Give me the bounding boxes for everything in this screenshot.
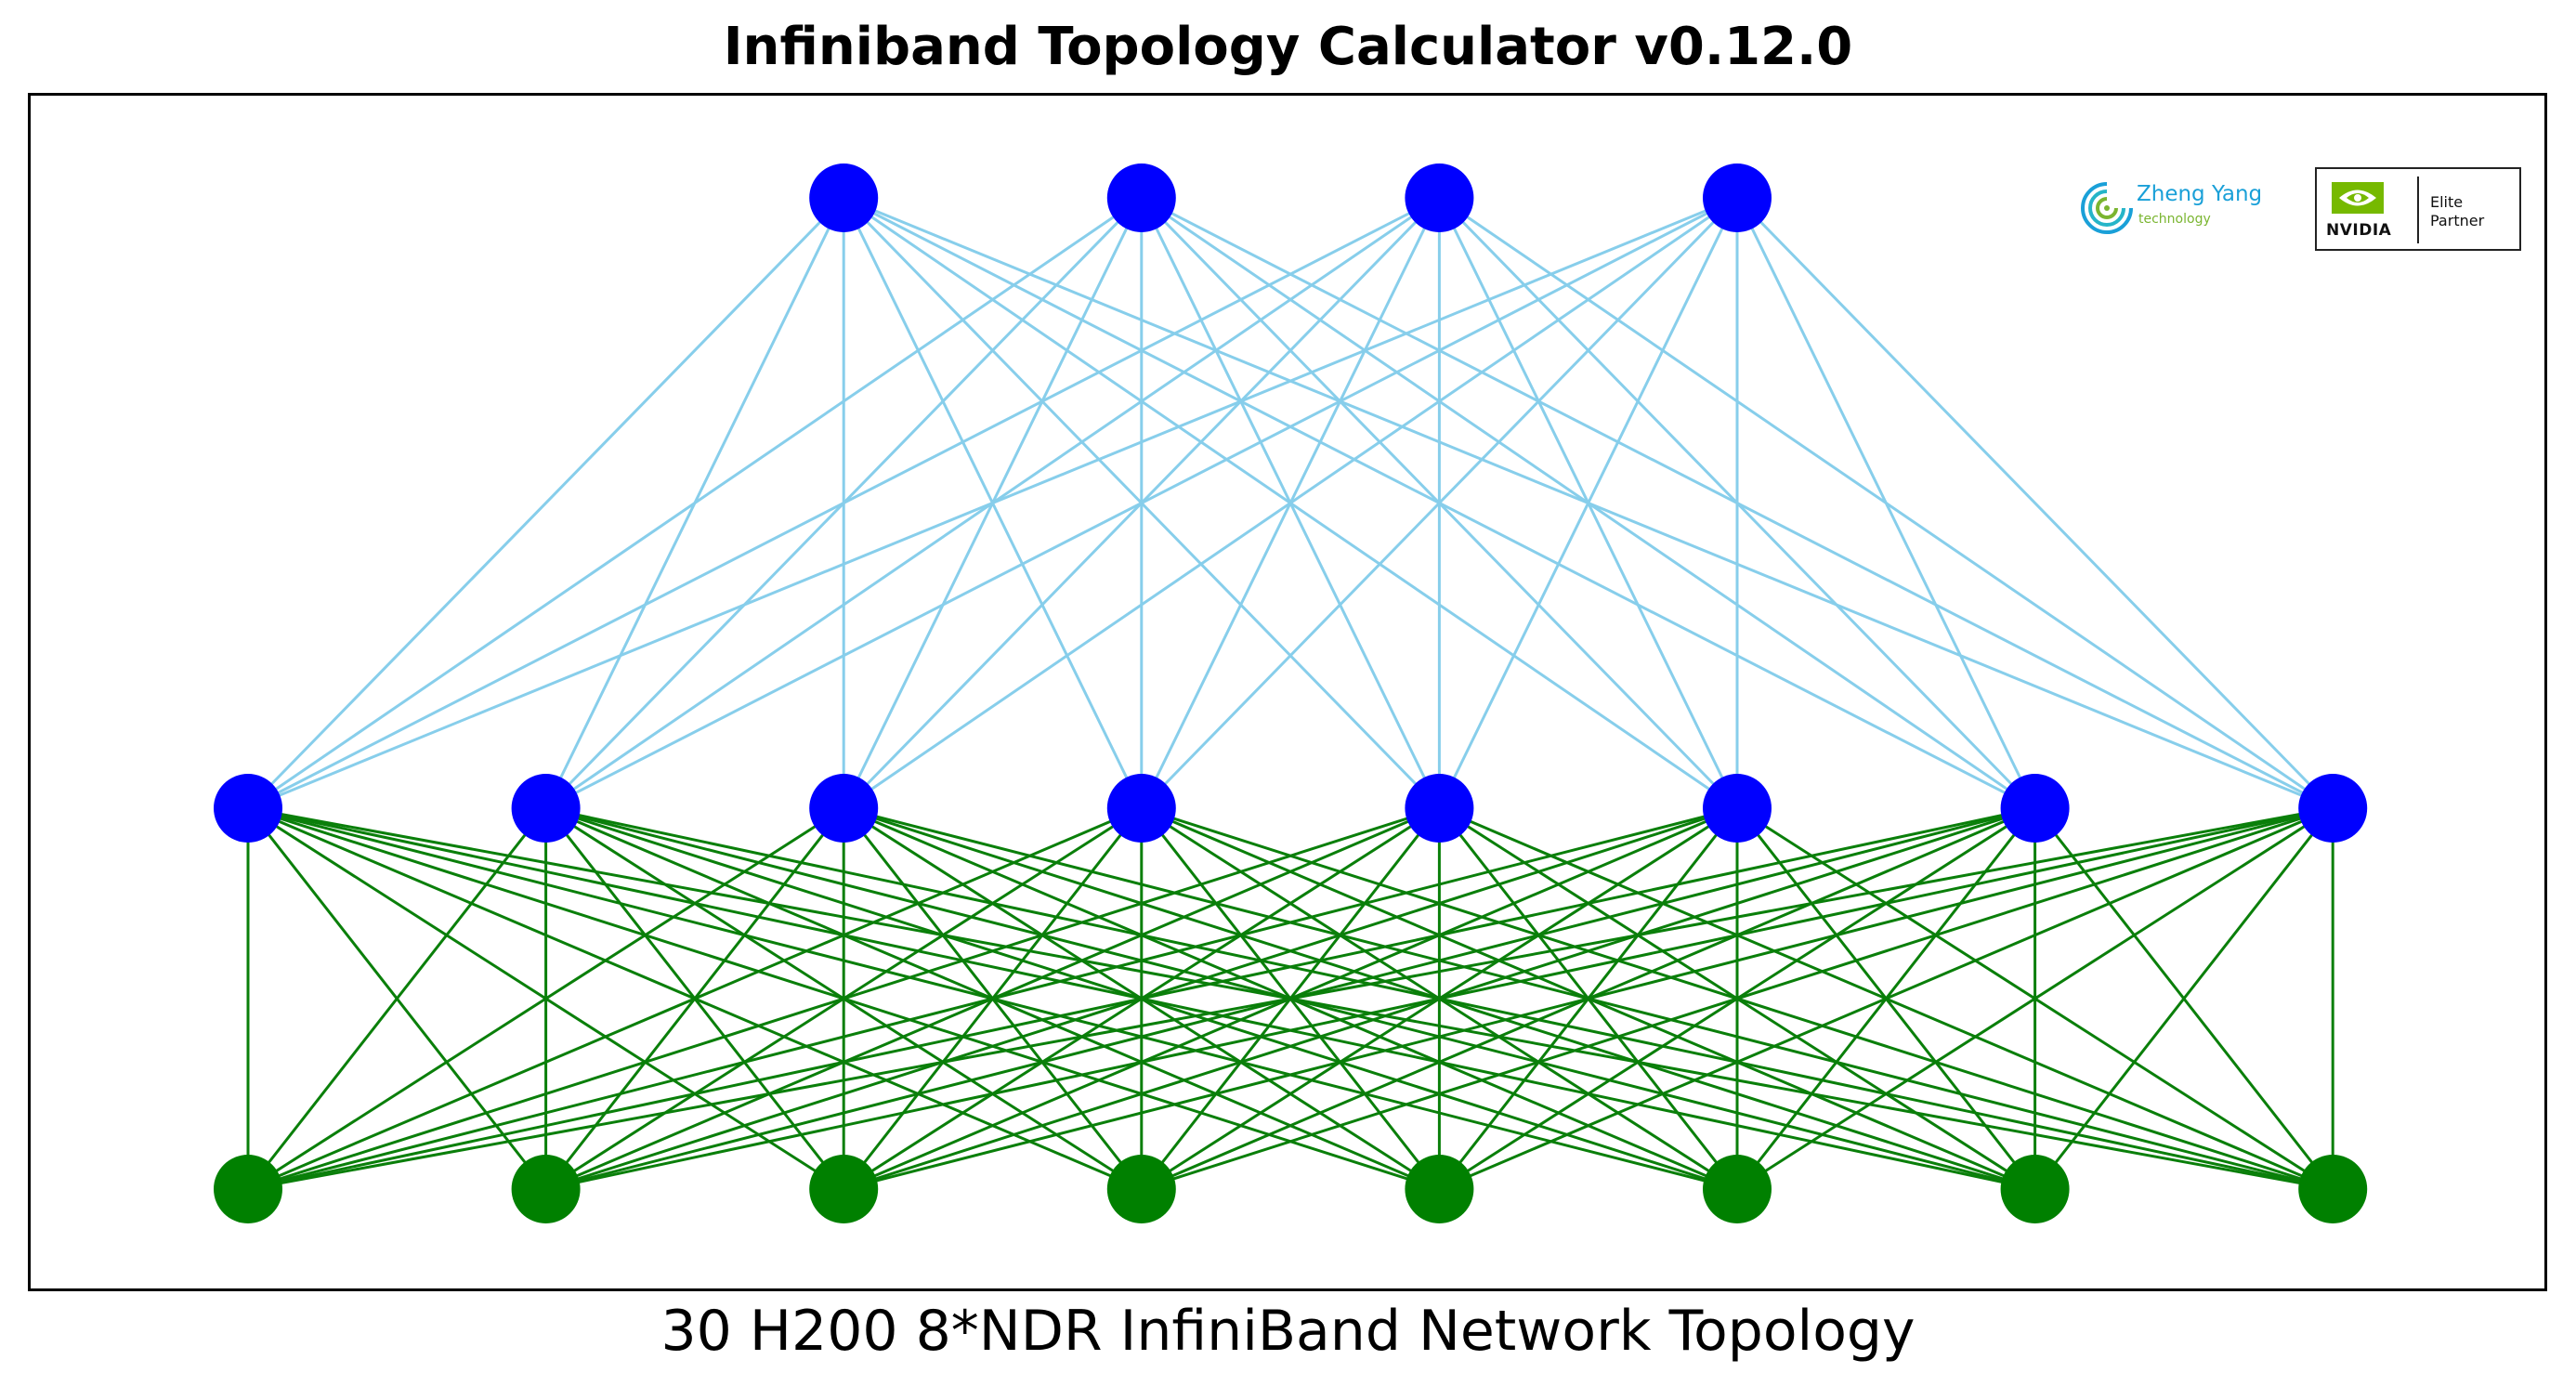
elite-label: Elite — [2430, 193, 2464, 211]
leaf-switch-node — [1703, 774, 1772, 843]
leaf-switch-node — [2298, 774, 2368, 843]
leaf-switch-node — [2000, 774, 2070, 843]
zheng-yang-subtitle: technology — [2138, 212, 2211, 227]
partner-label: Partner — [2430, 212, 2485, 229]
leaf-server-links — [246, 806, 2334, 1191]
spine-switch-node — [1405, 163, 1474, 232]
leaf-switch-node — [1405, 774, 1474, 843]
nvidia-wordmark: NVIDIA — [2326, 221, 2392, 240]
logo-divider — [2417, 177, 2419, 243]
spine-switch-node — [809, 163, 879, 232]
nvidia-eye-icon — [2332, 182, 2384, 214]
spine-leaf-link — [1140, 196, 1739, 810]
swirl-icon — [2081, 182, 2133, 234]
leaf-switch-node — [809, 774, 879, 843]
server-node — [2000, 1155, 2070, 1223]
leaf-server-link — [247, 806, 1143, 1191]
spine-leaf-link — [247, 196, 1738, 810]
spine-leaf-link — [843, 196, 1738, 810]
leaf-server-link — [247, 806, 1738, 1191]
server-node — [214, 1155, 282, 1223]
leaf-server-link — [247, 806, 2334, 1191]
leaf-server-link — [247, 806, 845, 1191]
leaf-server-link — [545, 806, 2334, 1191]
leaf-server-link — [2033, 807, 2334, 1190]
spine-leaf-link — [247, 196, 1143, 810]
zheng-yang-name: Zheng Yang — [2137, 182, 2263, 206]
server-node — [1703, 1155, 1772, 1223]
spine-leaf-link — [246, 196, 845, 810]
leaf-switch-node — [214, 774, 282, 843]
leaf-server-link — [1438, 806, 2334, 1191]
diagram-title: Infiniband Topology Calculator v0.12.0 — [723, 17, 1853, 77]
leaf-server-link — [246, 807, 547, 1190]
server-node — [809, 1155, 879, 1223]
spine-leaf-link — [1735, 197, 2036, 809]
nodes — [214, 163, 2368, 1223]
spine-switch-node — [1703, 163, 1772, 232]
diagram-caption: 30 H200 8*NDR InfiniBand Network Topolog… — [660, 1299, 1916, 1364]
server-node — [2298, 1155, 2368, 1223]
leaf-server-link — [247, 806, 2035, 1191]
spine-leaf-links — [246, 196, 2334, 810]
server-node — [511, 1155, 581, 1223]
spine-leaf-link — [544, 196, 1738, 810]
leaf-server-link — [843, 806, 2334, 1191]
spine-leaf-link — [1438, 197, 1739, 809]
server-node — [1106, 1155, 1176, 1223]
leaf-server-link — [1141, 806, 2334, 1191]
leaf-server-link — [1736, 806, 2334, 1191]
spine-switch-node — [1106, 163, 1176, 232]
leaf-server-link — [247, 806, 1440, 1191]
spine-leaf-link — [1735, 196, 2334, 810]
nvidia-elite-partner-logo: NVIDIA Elite Partner — [2315, 167, 2521, 251]
spine-leaf-link — [247, 196, 1441, 810]
leaf-switch-node — [1106, 774, 1176, 843]
leaf-switch-node — [511, 774, 581, 843]
server-node — [1405, 1155, 1474, 1223]
zheng-yang-logo: Zheng Yang technology — [2079, 173, 2293, 247]
